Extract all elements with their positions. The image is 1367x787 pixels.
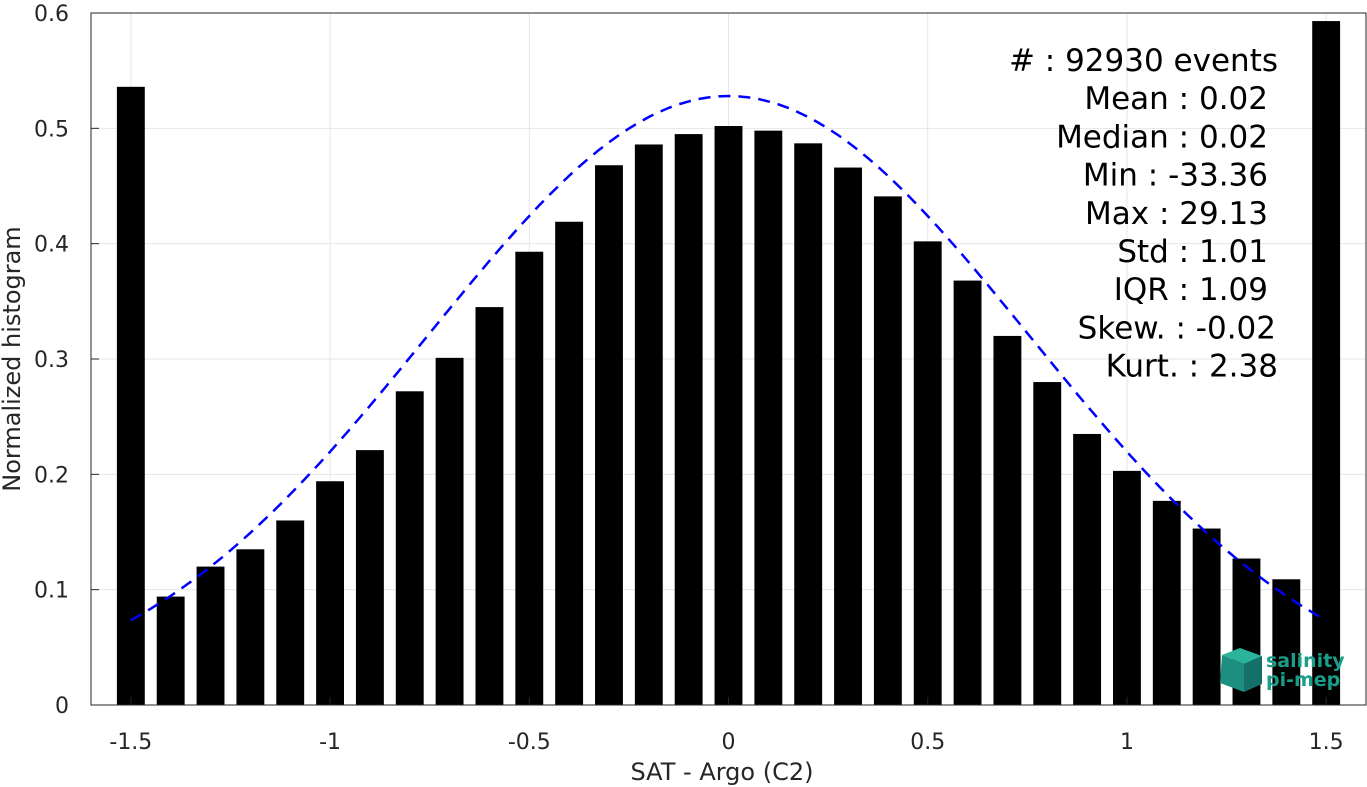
- stat-line: # : 92930 events: [1009, 43, 1278, 79]
- stat-line: Mean : 0.02: [1084, 81, 1268, 117]
- x-tick-label: -1: [319, 730, 341, 755]
- x-tick-label: -0.5: [508, 730, 551, 755]
- histogram-bar: [595, 165, 623, 706]
- histogram-bar: [794, 143, 823, 705]
- stat-line: Max : 29.13: [1085, 196, 1268, 232]
- y-tick-label: 0.6: [34, 2, 69, 27]
- histogram-bar: [116, 86, 145, 705]
- histogram-bar: [475, 307, 504, 705]
- histogram-bar: [1272, 579, 1301, 705]
- histogram-bar: [1192, 528, 1221, 705]
- bars-group: [116, 21, 1341, 706]
- salinity-pimep-logo: salinity pi-mep: [1220, 648, 1345, 692]
- histogram-bar: [1073, 433, 1102, 705]
- y-tick-labels: 0 0.1 0.2 0.3 0.4 0.5 0.6: [34, 2, 99, 719]
- y-tick-label: 0: [55, 694, 69, 719]
- logo-line1: salinity: [1266, 650, 1345, 672]
- x-tick-label: -1.5: [109, 730, 152, 755]
- histogram-bar: [1112, 470, 1141, 705]
- histogram-bar: [674, 134, 703, 706]
- histogram-bar: [1312, 21, 1341, 705]
- histogram-bar: [355, 450, 384, 705]
- histogram-bar: [834, 167, 862, 706]
- y-tick-label: 0.2: [34, 463, 69, 488]
- histogram-bar: [515, 251, 544, 706]
- histogram-bar: [993, 335, 1022, 705]
- histogram-bar: [1152, 500, 1181, 705]
- y-tick-label: 0.3: [34, 348, 69, 373]
- x-tick-label: 1.5: [1309, 730, 1344, 755]
- histogram-bar: [555, 221, 584, 705]
- histogram-bar: [634, 144, 663, 706]
- histogram-bar: [953, 280, 982, 705]
- stat-line: Min : -33.36: [1083, 158, 1268, 194]
- histogram-bar: [435, 357, 464, 705]
- histogram-bar: [913, 241, 942, 706]
- gaussian-fit-curve: [130, 94, 1327, 622]
- x-tick-label: 0: [722, 730, 736, 755]
- logo-line2: pi-mep: [1266, 669, 1340, 691]
- x-axis-label: SAT - Argo (C2): [631, 758, 814, 786]
- histogram-bar: [754, 130, 783, 705]
- y-tick-label: 0.4: [34, 233, 69, 258]
- y-tick-label: 0.1: [34, 579, 69, 604]
- logo-cube-icon: [1220, 648, 1262, 692]
- x-tick-labels: -1.5 -1 -0.5 0 0.5 1 1.5: [109, 697, 1344, 755]
- histogram-bar: [316, 481, 345, 705]
- histogram-bar: [714, 126, 743, 705]
- histogram-bar: [156, 596, 185, 705]
- histogram-bar: [236, 549, 265, 705]
- histogram-bar: [276, 520, 305, 705]
- x-tick-label: 0.5: [910, 730, 945, 755]
- stat-line: Kurt. : 2.38: [1106, 349, 1278, 385]
- y-axis-label: Normalized histogram: [0, 226, 26, 491]
- y-tick-label: 0.5: [34, 117, 69, 142]
- stat-line: Median : 0.02: [1056, 119, 1268, 155]
- histogram-bar: [395, 391, 424, 705]
- x-tick-label: 1: [1120, 730, 1134, 755]
- histogram-bar: [1033, 382, 1062, 705]
- histogram-bar: [196, 566, 225, 705]
- stat-line: Skew. : -0.02: [1078, 310, 1276, 346]
- stat-line: Std : 1.01: [1117, 234, 1268, 270]
- stat-line: IQR : 1.09: [1114, 272, 1268, 308]
- histogram-bar: [873, 196, 902, 705]
